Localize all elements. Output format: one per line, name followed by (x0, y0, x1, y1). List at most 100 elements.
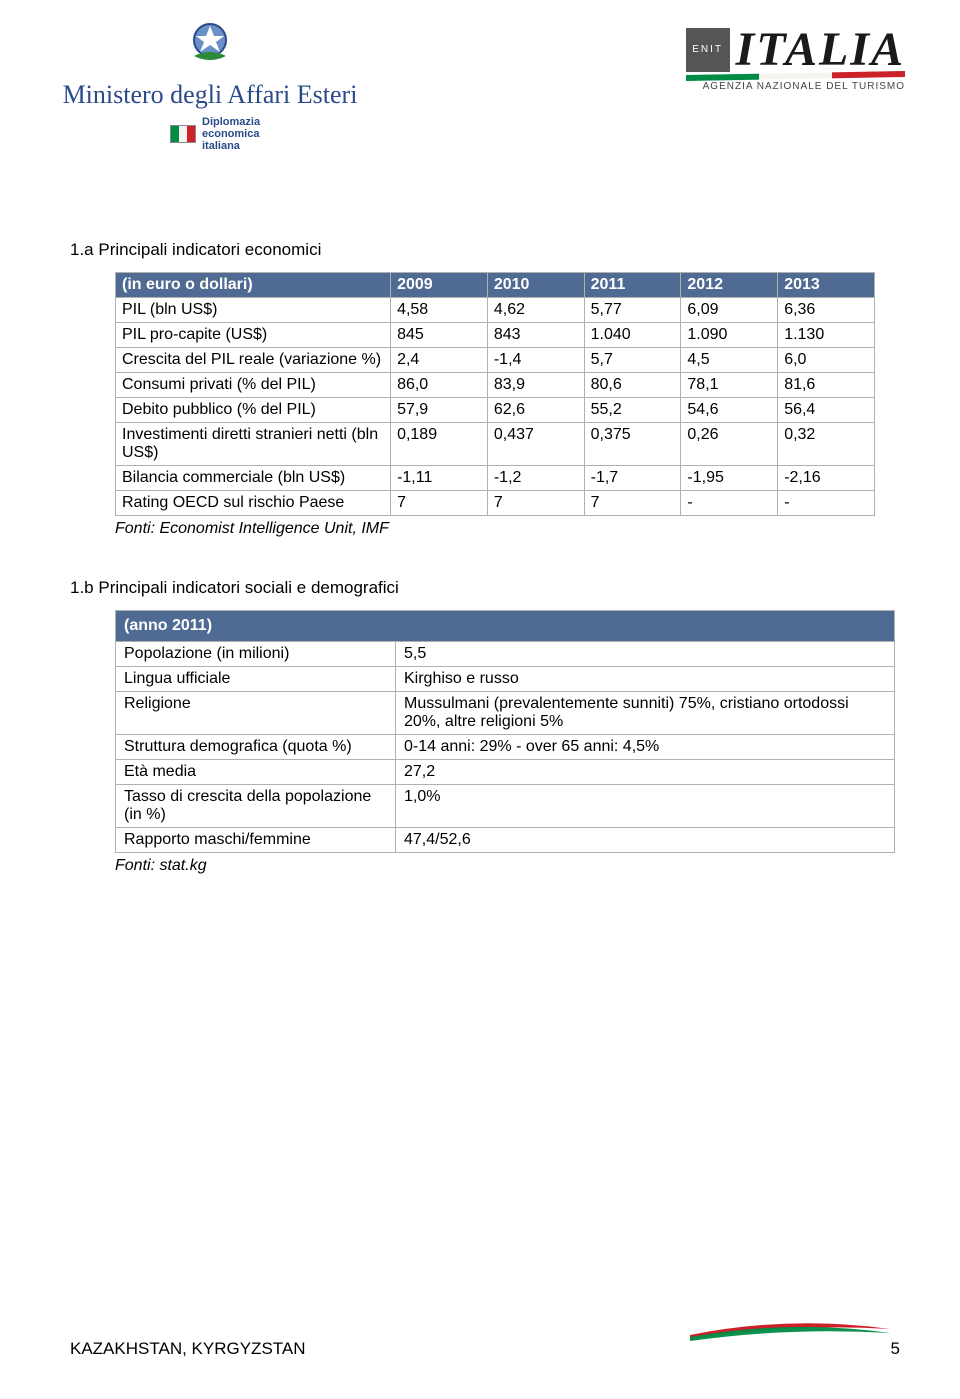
cell-value: -1,95 (681, 466, 778, 491)
row-key: Religione (116, 692, 396, 735)
enit-italia-text: ITALIA (736, 22, 905, 77)
cell-value: 843 (487, 323, 584, 348)
row-label: Investimenti diretti stranieri netti (bl… (116, 423, 391, 466)
footer-swoosh-icon (690, 1319, 890, 1341)
cell-value: 7 (487, 491, 584, 516)
table-head: (anno 2011) (116, 611, 895, 642)
cell-value: 5,7 (584, 348, 681, 373)
section2-source: Fonti: stat.kg (115, 857, 900, 875)
col-header-year: 2012 (681, 273, 778, 298)
cell-value: 0,26 (681, 423, 778, 466)
table-body: Popolazione (in milioni)5,5Lingua uffici… (116, 642, 895, 853)
cell-value: -2,16 (778, 466, 875, 491)
cell-value: 845 (391, 323, 488, 348)
page-footer: KAZAKHSTAN, KYRGYZSTAN 5 (0, 1339, 960, 1359)
table-row: Debito pubblico (% del PIL)57,962,655,25… (116, 398, 875, 423)
social-indicators-table: (anno 2011) Popolazione (in milioni)5,5L… (115, 610, 895, 853)
row-key: Età media (116, 760, 396, 785)
footer-text: KAZAKHSTAN, KYRGYZSTAN (70, 1339, 306, 1358)
row-label: Rating OECD sul rischio Paese (116, 491, 391, 516)
cell-value: - (778, 491, 875, 516)
row-key: Rapporto maschi/femmine (116, 828, 396, 853)
table-row: PIL pro-capite (US$)8458431.0401.0901.13… (116, 323, 875, 348)
row-key: Tasso di crescita della popolazione (in … (116, 785, 396, 828)
economic-indicators-table: (in euro o dollari) 2009 2010 2011 2012 … (115, 272, 875, 516)
cell-value: 54,6 (681, 398, 778, 423)
cell-value: 7 (391, 491, 488, 516)
row-value: 27,2 (396, 760, 895, 785)
cell-value: -1,2 (487, 466, 584, 491)
page-content: 1.a Principali indicatori economici (in … (0, 240, 960, 875)
cell-value: 0,437 (487, 423, 584, 466)
cell-value: 57,9 (391, 398, 488, 423)
page-header: Ministero degli Affari Esteri Diplomazia… (0, 0, 960, 200)
cell-value: 81,6 (778, 373, 875, 398)
row-value: Mussulmani (prevalentemente sunniti) 75%… (396, 692, 895, 735)
table-row: Popolazione (in milioni)5,5 (116, 642, 895, 667)
row-key: Lingua ufficiale (116, 667, 396, 692)
section2-title: 1.b Principali indicatori sociali e demo… (70, 578, 900, 598)
row-label: Crescita del PIL reale (variazione %) (116, 348, 391, 373)
cell-value: - (681, 491, 778, 516)
cell-value: -1,11 (391, 466, 488, 491)
table-row: ReligioneMussulmani (prevalentemente sun… (116, 692, 895, 735)
ministry-block: Ministero degli Affari Esteri Diplomazia… (60, 18, 360, 152)
row-key: Popolazione (in milioni) (116, 642, 396, 667)
row-key: Struttura demografica (quota %) (116, 735, 396, 760)
cell-value: 0,32 (778, 423, 875, 466)
diplo-line1: Diplomazia (202, 116, 260, 128)
col-header-year: 2010 (487, 273, 584, 298)
cell-value: 4,62 (487, 298, 584, 323)
enit-square-icon: ENIT (686, 28, 730, 72)
row-value: 0-14 anni: 29% - over 65 anni: 4,5% (396, 735, 895, 760)
table-row: Età media27,2 (116, 760, 895, 785)
table-row: Tasso di crescita della popolazione (in … (116, 785, 895, 828)
diplomazia-block: Diplomazia economica italiana (170, 116, 360, 152)
cell-value: 83,9 (487, 373, 584, 398)
cell-value: 55,2 (584, 398, 681, 423)
cell-value: -1,7 (584, 466, 681, 491)
enit-tagline: AGENZIA NAZIONALE DEL TURISMO (686, 81, 905, 92)
col-header-year: 2013 (778, 273, 875, 298)
cell-value: 4,58 (391, 298, 488, 323)
row-label: Consumi privati (% del PIL) (116, 373, 391, 398)
table-head: (in euro o dollari) 2009 2010 2011 2012 … (116, 273, 875, 298)
cell-value: 56,4 (778, 398, 875, 423)
table-row: Crescita del PIL reale (variazione %)2,4… (116, 348, 875, 373)
ministry-title: Ministero degli Affari Esteri (60, 80, 360, 110)
italy-flag-icon (170, 125, 196, 143)
cell-value: 1.130 (778, 323, 875, 348)
diplomazia-text: Diplomazia economica italiana (202, 116, 260, 152)
col-header-label: (in euro o dollari) (116, 273, 391, 298)
section1-source: Fonti: Economist Intelligence Unit, IMF (115, 520, 900, 538)
row-value: 5,5 (396, 642, 895, 667)
enit-logo: ENIT ITALIA (686, 22, 905, 77)
cell-value: -1,4 (487, 348, 584, 373)
cell-value: 1.090 (681, 323, 778, 348)
cell-value: 78,1 (681, 373, 778, 398)
col-header-year: 2011 (584, 273, 681, 298)
cell-value: 6,0 (778, 348, 875, 373)
table-row: Lingua ufficialeKirghiso e russo (116, 667, 895, 692)
diplo-line2: economica (202, 128, 260, 140)
section1-title: 1.a Principali indicatori economici (70, 240, 900, 260)
cell-value: 7 (584, 491, 681, 516)
cell-value: 62,6 (487, 398, 584, 423)
diplo-line3: italiana (202, 140, 260, 152)
page-number: 5 (891, 1339, 900, 1359)
row-label: PIL pro-capite (US$) (116, 323, 391, 348)
cell-value: 1.040 (584, 323, 681, 348)
cell-value: 5,77 (584, 298, 681, 323)
table-row: Investimenti diretti stranieri netti (bl… (116, 423, 875, 466)
row-value: Kirghiso e russo (396, 667, 895, 692)
row-label: PIL (bln US$) (116, 298, 391, 323)
table-row: Rapporto maschi/femmine47,4/52,6 (116, 828, 895, 853)
cell-value: 86,0 (391, 373, 488, 398)
row-value: 1,0% (396, 785, 895, 828)
row-label: Debito pubblico (% del PIL) (116, 398, 391, 423)
enit-block: ENIT ITALIA AGENZIA NAZIONALE DEL TURISM… (686, 22, 905, 92)
cell-value: 4,5 (681, 348, 778, 373)
row-label: Bilancia commerciale (bln US$) (116, 466, 391, 491)
table-row: Consumi privati (% del PIL)86,083,980,67… (116, 373, 875, 398)
table-body: PIL (bln US$)4,584,625,776,096,36PIL pro… (116, 298, 875, 516)
